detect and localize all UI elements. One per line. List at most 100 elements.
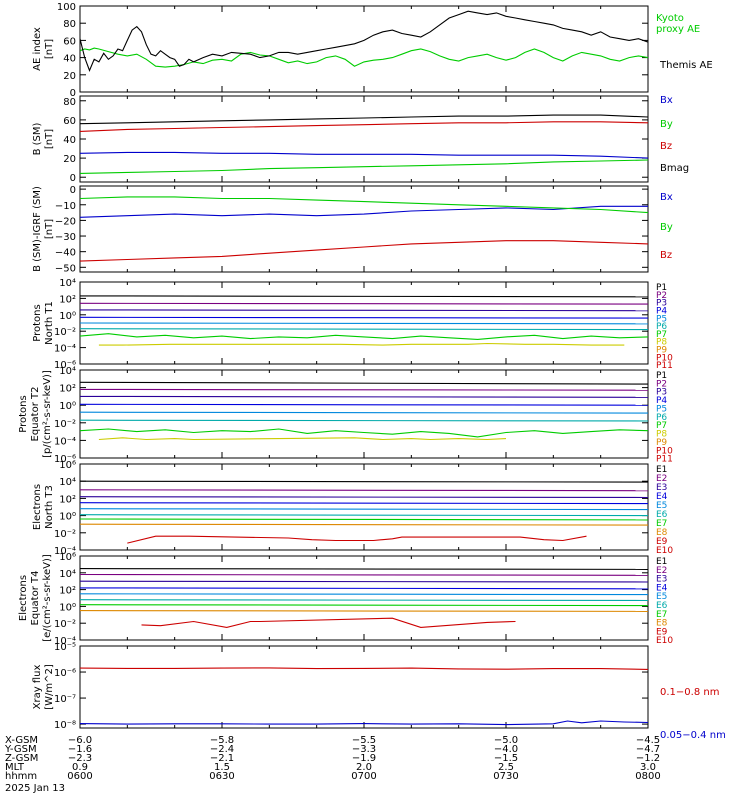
- series-line-by: [80, 196, 648, 214]
- series-line-p7: [80, 428, 648, 438]
- panel-5: 10⁻⁶ 10⁻⁴ 10⁻² 10⁰ 10² 10⁴ Protons Equator T2 [p…: [18, 366, 673, 465]
- axis-table: X-GSM −6.0 −5.8 −5.5 −5.0 −4.5 Y-GSM −1.6 −2.4 −3…: [4, 735, 661, 794]
- axis-row-value: −1.5: [494, 753, 518, 764]
- legend-entry: Bmag: [660, 163, 689, 174]
- legend-entry: P4: [656, 306, 667, 316]
- series-line-kyoto-proxy-ae: [80, 47, 648, 68]
- panel-frame: [79, 95, 649, 183]
- legend-entry: E8: [656, 619, 668, 629]
- y-axis-label: Electrons: [32, 484, 43, 530]
- legend-entry: P5: [656, 404, 667, 414]
- series-line-e2: [80, 489, 648, 492]
- y-tick-label: 10⁻²: [54, 419, 76, 430]
- y-tick-label: 10⁻²: [54, 619, 76, 630]
- axis-row-value: −1.6: [68, 744, 92, 755]
- legend-entry: P3: [656, 299, 667, 309]
- legend-entry: P1: [656, 371, 667, 381]
- legend-entry: P1: [656, 283, 667, 293]
- axis-row-value: 0700: [351, 771, 376, 782]
- y-tick-label: 10²: [59, 494, 76, 505]
- series-line-p4: [80, 316, 648, 319]
- legend-entry: P7: [656, 330, 667, 340]
- series-line-e1: [80, 568, 648, 570]
- legend-entry: P8: [656, 338, 667, 348]
- y-tick-label: −20: [55, 216, 76, 227]
- legend-entry: E10: [656, 546, 673, 556]
- axis-row-value: 0630: [209, 771, 234, 782]
- y-tick-label: 10⁶: [59, 552, 76, 563]
- series-group: [80, 381, 648, 441]
- axis-row-value: −5.0: [494, 735, 518, 746]
- axis-row-label: X-GSM: [5, 735, 38, 746]
- y-axis-label: Equator T2: [30, 387, 41, 442]
- legend-entry: Bx: [660, 192, 673, 203]
- axis-row-value: −2.4: [210, 744, 234, 755]
- legend-entry: P9: [656, 438, 667, 448]
- legend-entry: By: [660, 119, 673, 130]
- series-line-e8: [80, 523, 648, 526]
- panel-4: 10⁻⁶ 10⁻⁴ 10⁻² 10⁰ 10² 10⁴ Protons North T1 P1P2…: [32, 278, 673, 371]
- legend-entry: E1: [656, 465, 667, 475]
- y-axis-label: [e/(cm²-s-sr-keV)]: [42, 554, 53, 642]
- legend-entry: P2: [656, 291, 667, 301]
- y-tick-label: 60: [63, 116, 76, 127]
- series-line-p8: [98, 437, 507, 441]
- y-tick-label: 10⁻²: [54, 327, 76, 338]
- legend-entry: 0.1−0.8 nm: [660, 687, 719, 698]
- series-group: [80, 568, 648, 628]
- y-tick-label: −30: [55, 232, 76, 243]
- legend-entry: Themis AE: [659, 60, 713, 71]
- y-axis-label: Xray flux: [32, 665, 43, 710]
- legend-entry: E1: [656, 557, 667, 567]
- legend-entry: P9: [656, 346, 667, 356]
- series-line-p6: [80, 328, 648, 331]
- axis-row-value: −5.8: [210, 735, 234, 746]
- y-axis-label: [nT]: [44, 129, 55, 149]
- y-axis-label: [W/m^2]: [44, 664, 55, 710]
- legend-entry: P10: [656, 353, 673, 363]
- y-tick-label: 10⁻²: [54, 529, 76, 540]
- y-tick-label: 10⁰: [59, 311, 76, 322]
- legend-entry: E2: [656, 474, 667, 484]
- y-tick-label: 20: [63, 71, 76, 82]
- legend-entry: P10: [656, 446, 673, 456]
- series-line-e9: [141, 617, 516, 628]
- panel-3: −50 −40 −30 −20 −10 0 B (SM)-IGRF (SM) [nT] Bx By…: [32, 185, 673, 274]
- y-tick-label: 60: [63, 36, 76, 47]
- legend-entry: By: [660, 222, 673, 233]
- series-line-e5: [80, 593, 648, 596]
- series-line-p8: [98, 342, 625, 346]
- series-line-e3: [80, 580, 648, 583]
- y-tick-label: 10²: [59, 586, 76, 597]
- series-line-e9: [127, 535, 587, 544]
- y-tick-label: 10⁻⁴: [54, 636, 76, 647]
- series-line-0-1-0-8-nm: [80, 667, 648, 670]
- series-line-p5: [80, 322, 648, 325]
- series-line-p2: [80, 302, 648, 305]
- y-axis-label: North T3: [44, 485, 55, 529]
- legend-entry: E7: [656, 519, 667, 529]
- axis-row-value: 2.0: [356, 762, 372, 773]
- axis-row-value: −5.5: [352, 735, 376, 746]
- legend-entry: P6: [656, 322, 667, 332]
- series-line-p6: [80, 419, 648, 422]
- legend-entry: E5: [656, 592, 667, 602]
- series-line-e6: [80, 599, 648, 602]
- series-line-bz: [80, 240, 648, 262]
- series-line-themis-ae: [80, 10, 648, 72]
- series-line-p1: [80, 295, 648, 298]
- y-axis-label: North T1: [44, 301, 55, 345]
- series-line-e3: [80, 496, 648, 499]
- y-axis-label: Protons: [32, 304, 43, 341]
- series-group: [80, 196, 648, 262]
- panel-frame: [79, 5, 649, 93]
- y-axis-label: Electrons: [18, 575, 29, 621]
- y-tick-label: 10²: [59, 294, 76, 305]
- series-line-bz: [80, 121, 648, 132]
- series-line-p4: [80, 403, 648, 406]
- series-line-e5: [80, 508, 648, 511]
- y-tick-label: 20: [63, 154, 76, 165]
- axis-row-value: 0800: [635, 771, 660, 782]
